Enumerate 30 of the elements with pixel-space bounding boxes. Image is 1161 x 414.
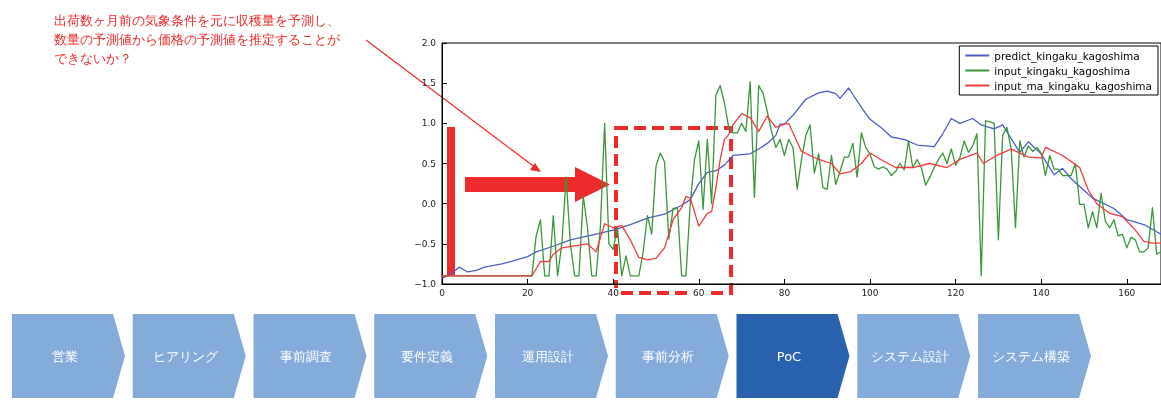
x-tick-label: 40: [607, 287, 620, 298]
category-label: 事前調査: [280, 349, 332, 364]
category-label: PoC: [776, 349, 802, 364]
legend-label: input_ma_kingaku_kagoshima: [994, 79, 1153, 93]
category-label: 事前分析: [642, 349, 695, 364]
x-tick-label: 60: [693, 287, 705, 298]
category-label: ヒアリング: [152, 349, 219, 364]
text: 出荷数ヶ月前の気象条件を元に収穫量を予測し、数量の予測値から価格の予測値を推定することができないか？: [54, 12, 341, 68]
y-tick-label: 1.5: [421, 78, 436, 89]
x-tick-label: 160: [1118, 287, 1136, 298]
y-tick-label: 0.5: [421, 158, 436, 169]
category-label: 運用設計: [521, 349, 574, 364]
y-tick-label: −0.5: [414, 238, 436, 249]
x-tick-label: 100: [861, 287, 879, 298]
category-label: 要件定義: [400, 349, 453, 364]
y-tick-label: 0.0: [421, 198, 437, 209]
x-tick-label: 80: [778, 287, 791, 298]
category-label: システム設計: [870, 349, 949, 364]
legend-label: predict_kingaku_kagoshima: [994, 49, 1140, 63]
x-tick-label: 120: [946, 287, 965, 298]
y-tick-label: 1.0: [421, 118, 437, 129]
category-label: 営業: [51, 349, 78, 364]
x-tick-label: 20: [521, 287, 534, 298]
y-tick-label: 2.0: [421, 38, 437, 48]
category-label: システム構築: [991, 349, 1070, 364]
x-tick-label: 140: [1032, 287, 1051, 298]
legend-label: input_kingaku_kagoshima: [994, 64, 1131, 78]
y-tick-label: −1.0: [414, 279, 437, 289]
line-series: [441, 113, 1161, 277]
x-tick-label: 0: [439, 287, 446, 298]
